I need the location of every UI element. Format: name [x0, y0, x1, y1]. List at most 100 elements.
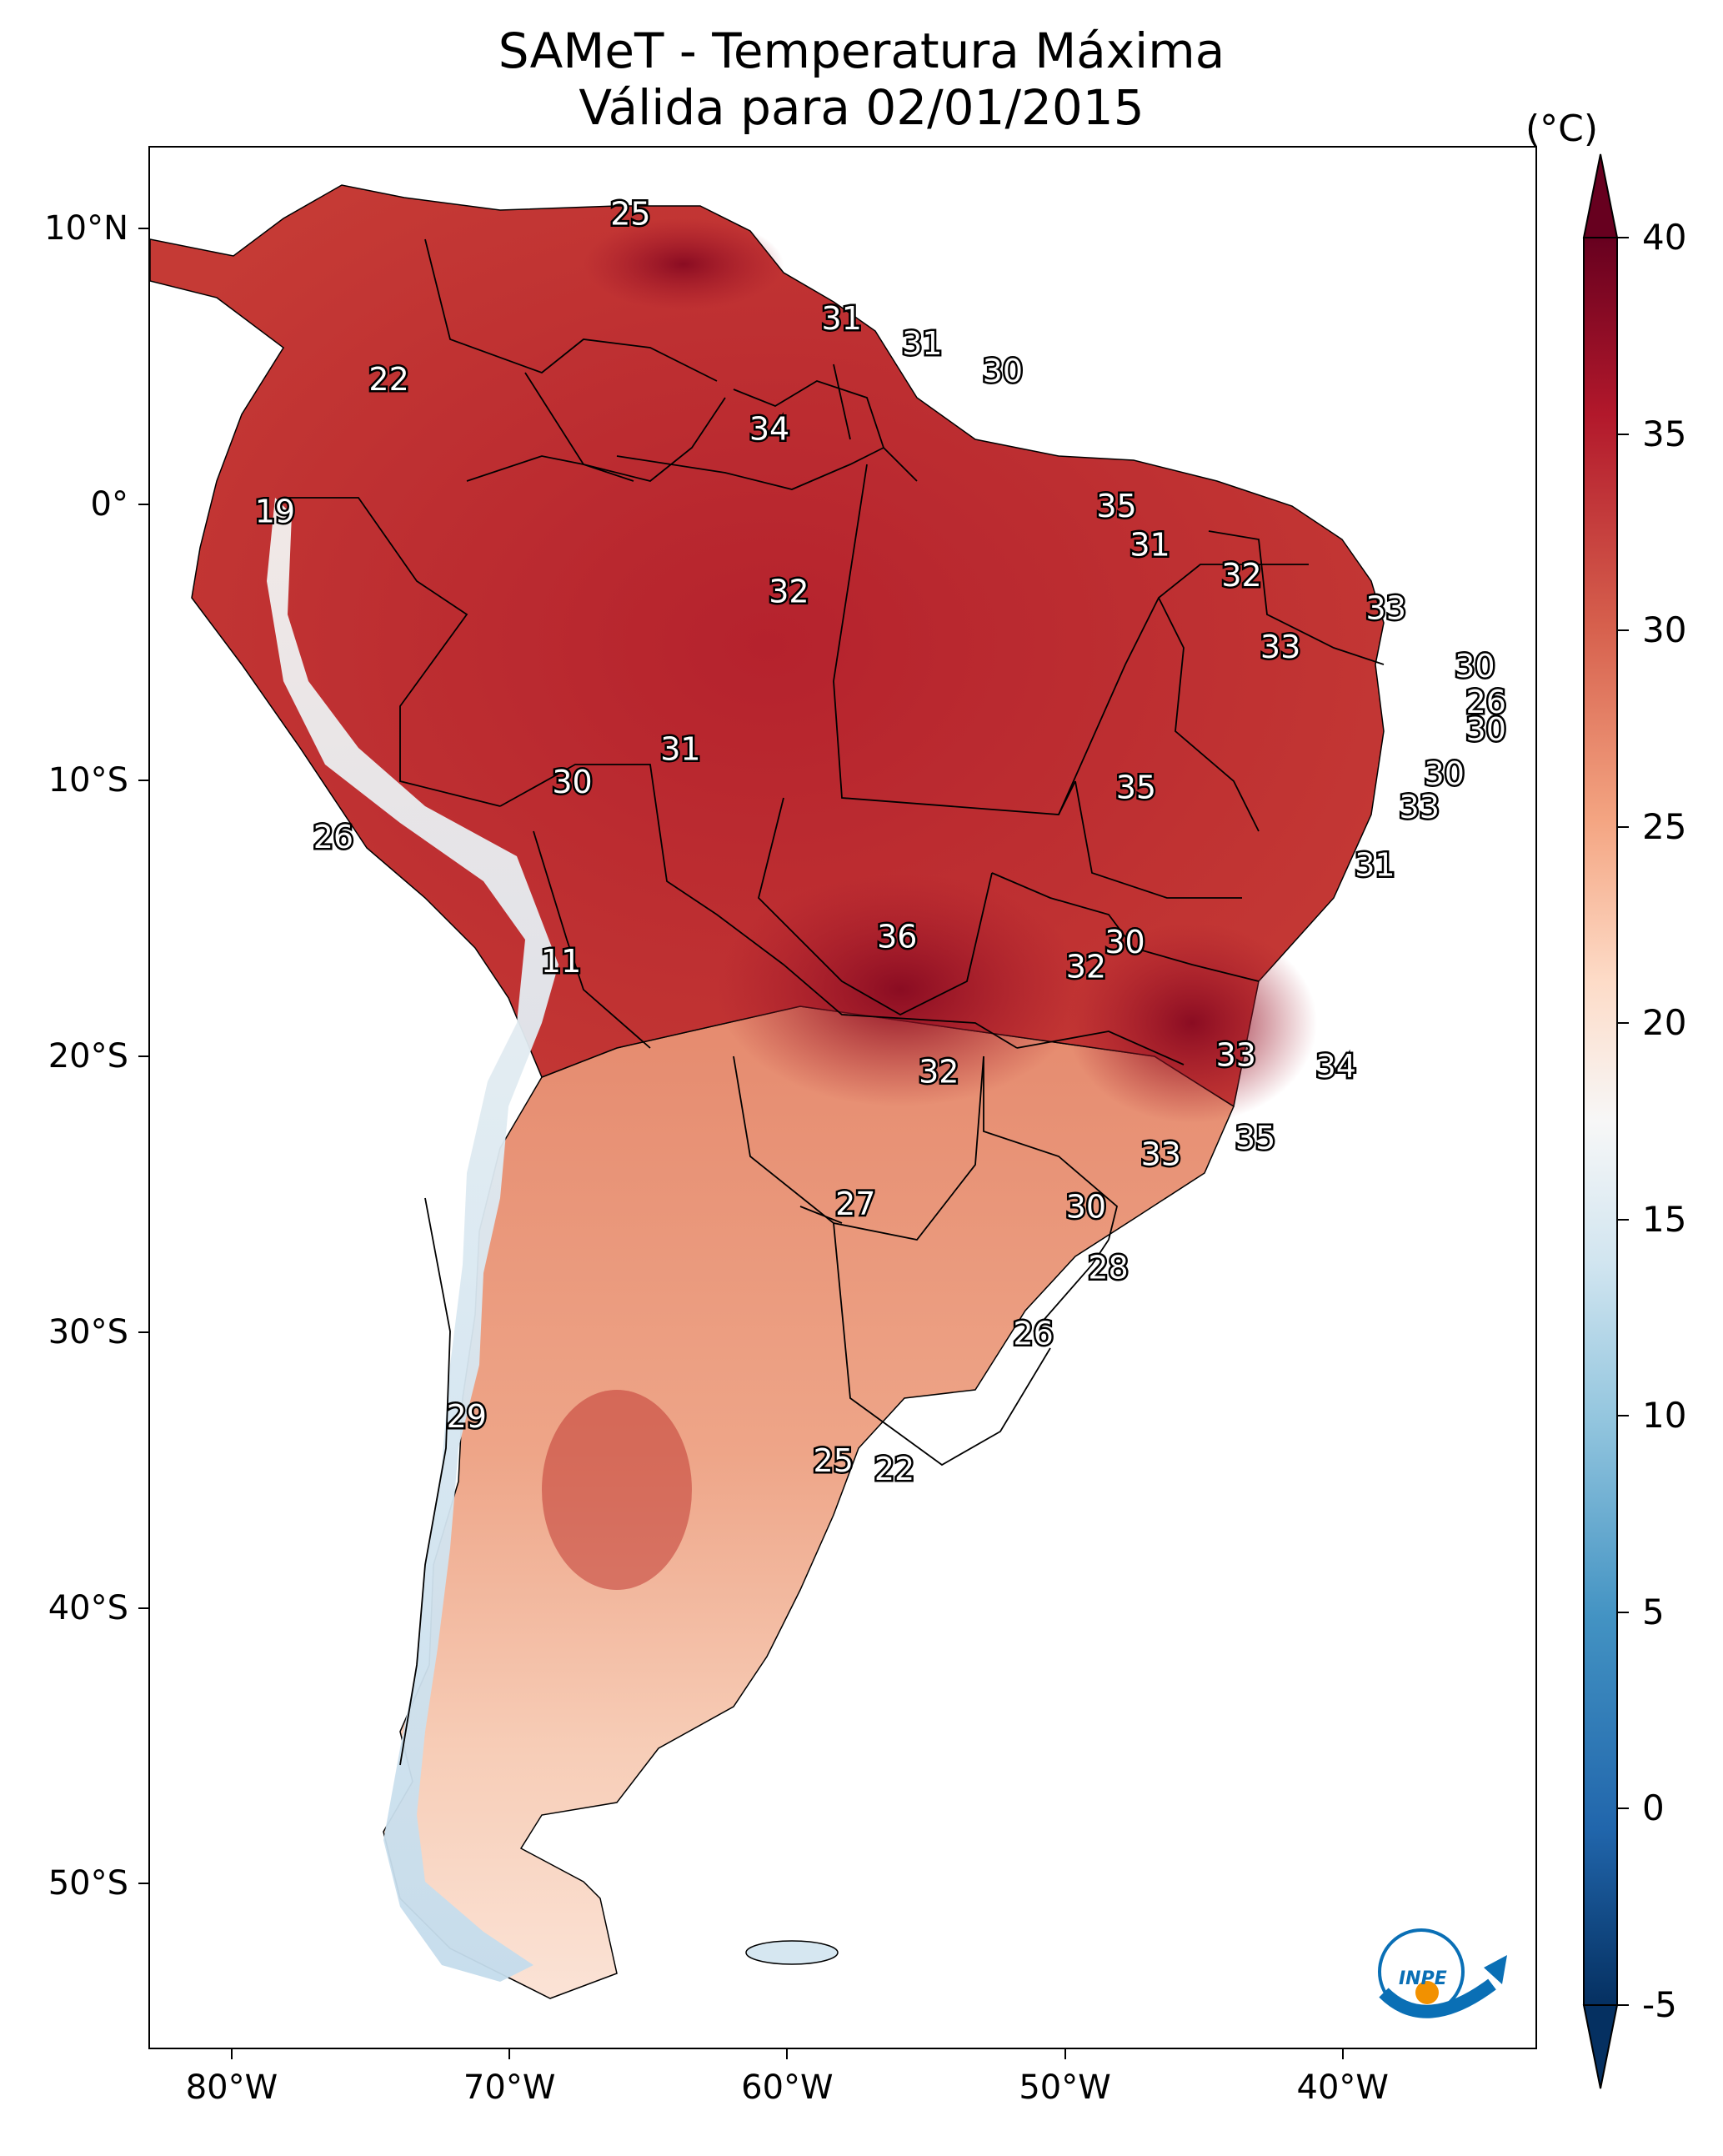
station-temperature-label: 35 — [1096, 488, 1136, 524]
colorbar-tick-mark — [1617, 1022, 1629, 1025]
colorbar-tick-label: 15 — [1642, 1198, 1687, 1240]
colorbar-tick-mark — [1617, 825, 1629, 828]
longitude-tick-label: 70°W — [463, 2068, 556, 2107]
station-temperature-label: 26 — [313, 819, 353, 855]
longitude-tick-label: 60°W — [741, 2068, 834, 2107]
colorbar-tick-mark — [1617, 1415, 1629, 1417]
colorbar-tick-mark — [1617, 1218, 1629, 1221]
station-temperature-label: 35 — [1235, 1120, 1275, 1156]
station-temperature-label: 30 — [983, 353, 1023, 389]
station-temperature-label: 30 — [1466, 711, 1506, 748]
station-temperature-label: 25 — [814, 1442, 854, 1479]
station-temperature-label: 31 — [902, 325, 942, 362]
colorbar — [1582, 153, 1619, 2089]
station-temperature-label: 33 — [1216, 1037, 1256, 1074]
latitude-tick-label: 20°S — [48, 1036, 128, 1075]
longitude-tick-mark — [508, 2049, 511, 2059]
colorbar-tick-label: 10 — [1642, 1395, 1687, 1436]
station-temperature-label: 34 — [1316, 1048, 1356, 1085]
hotspot-central-brazil — [717, 873, 1084, 1106]
latitude-tick-mark — [138, 780, 148, 781]
station-temperature-label: 32 — [1066, 949, 1106, 985]
station-temperature-label: 33 — [1366, 590, 1406, 627]
colorbar-tick-label: 5 — [1642, 1591, 1665, 1632]
map-title: SAMeT - Temperatura Máxima — [498, 23, 1225, 79]
station-temperature-label: 19 — [255, 494, 295, 530]
station-temperature-label: 30 — [1455, 648, 1495, 684]
station-temperature-label: 33 — [1260, 629, 1300, 665]
station-temperature-label: 31 — [1129, 527, 1170, 564]
station-temperature-label: 25 — [610, 195, 650, 232]
longitude-tick-label: 40°W — [1296, 2068, 1389, 2107]
station-temperature-label: 30 — [1104, 924, 1144, 960]
station-temperature-label: 26 — [1466, 684, 1506, 720]
colorbar-tick-label: 30 — [1642, 609, 1687, 651]
map-panel: 25 22 19 31 31 30 34 35 32 31 32 33 33 30 26 30 30 33 31 35… — [148, 146, 1537, 2049]
latitude-tick-label: 10°N — [44, 209, 128, 248]
station-temperature-label: 31 — [660, 730, 700, 767]
colorbar-tick-mark — [1617, 433, 1629, 435]
station-temperature-label: 29 — [447, 1398, 487, 1435]
station-temperature-label: 30 — [1425, 755, 1465, 792]
longitude-tick-mark — [786, 2049, 789, 2059]
latitude-tick-label: 10°S — [48, 761, 128, 800]
colorbar-bottom-extend — [1582, 2004, 1619, 2089]
colorbar-tick-label: 35 — [1642, 413, 1687, 454]
colorbar-tick-mark — [1617, 1808, 1629, 1810]
longitude-tick-mark — [1341, 2049, 1344, 2059]
inpe-logo: INPE — [1378, 1928, 1507, 2018]
longitude-tick-label: 80°W — [185, 2068, 278, 2107]
station-temperature-label: 36 — [877, 918, 917, 955]
station-temperature-label: 30 — [552, 764, 592, 800]
station-temperature-label: 28 — [1088, 1249, 1128, 1286]
colorbar-tick-label: 40 — [1642, 217, 1687, 258]
hotspot-venezuela — [584, 218, 784, 310]
andes-cold-strip — [267, 498, 558, 1982]
station-labels: 2522193131303435323132333330263030333135… — [253, 193, 1508, 1490]
station-temperature-label: 32 — [1221, 557, 1261, 594]
continent-south — [383, 1005, 1235, 1999]
falkland-islands — [745, 1940, 839, 1965]
latitude-tick-mark — [138, 228, 148, 230]
longitude-tick-mark — [1064, 2049, 1066, 2059]
latitude-tick-label: 30°S — [48, 1312, 128, 1351]
station-temperature-label: 34 — [749, 411, 789, 448]
colorbar-top-extend — [1582, 153, 1619, 238]
station-temperature-label: 26 — [1013, 1316, 1053, 1352]
station-temperature-label: 32 — [919, 1053, 959, 1090]
map-canvas: 2522193131303435323132333330263030333135… — [150, 184, 1508, 1999]
country-borders — [283, 238, 1385, 1766]
continent-north — [150, 184, 1385, 1108]
colorbar-unit: (°C) — [1525, 108, 1599, 150]
latitude-tick-label: 50°S — [48, 1864, 128, 1903]
colorbar-tick-mark — [1617, 2004, 1629, 2006]
station-temperature-label: 35 — [1116, 770, 1156, 806]
station-temperature-label: 32 — [769, 574, 809, 610]
map-subtitle: Válida para 02/01/2015 — [579, 79, 1144, 136]
latitude-tick-label: 40°S — [48, 1588, 128, 1627]
hotspot-argentina — [542, 1390, 692, 1590]
latitude-tick-mark — [138, 1331, 148, 1333]
longitude-tick-label: 50°W — [1019, 2068, 1111, 2107]
colorbar-tick-mark — [1617, 1611, 1629, 1613]
inpe-logo-text: INPE — [1399, 1968, 1447, 1989]
station-temperature-label: 33 — [1400, 789, 1440, 825]
station-temperature-label: 33 — [1141, 1136, 1181, 1173]
latitude-tick-mark — [138, 1883, 148, 1885]
latitude-tick-label: 0° — [90, 485, 128, 524]
colorbar-tick-mark — [1617, 237, 1629, 238]
station-temperature-label: 31 — [1355, 846, 1395, 883]
colorbar-body — [1583, 237, 1618, 2006]
colorbar-tick-label: 25 — [1642, 805, 1687, 847]
colorbar-tick-mark — [1617, 629, 1629, 632]
colorbar-tick-label: -5 — [1642, 1984, 1677, 2025]
station-temperature-label: 22 — [368, 361, 408, 398]
longitude-tick-mark — [230, 2049, 233, 2059]
colorbar-tick-label: 20 — [1642, 1002, 1687, 1044]
station-temperature-label: 27 — [835, 1186, 875, 1222]
latitude-tick-mark — [138, 1055, 148, 1057]
colorbar-tick-label: 0 — [1642, 1787, 1665, 1829]
station-temperature-label: 30 — [1066, 1189, 1106, 1226]
station-temperature-label: 22 — [874, 1451, 914, 1487]
latitude-tick-mark — [138, 1607, 148, 1609]
